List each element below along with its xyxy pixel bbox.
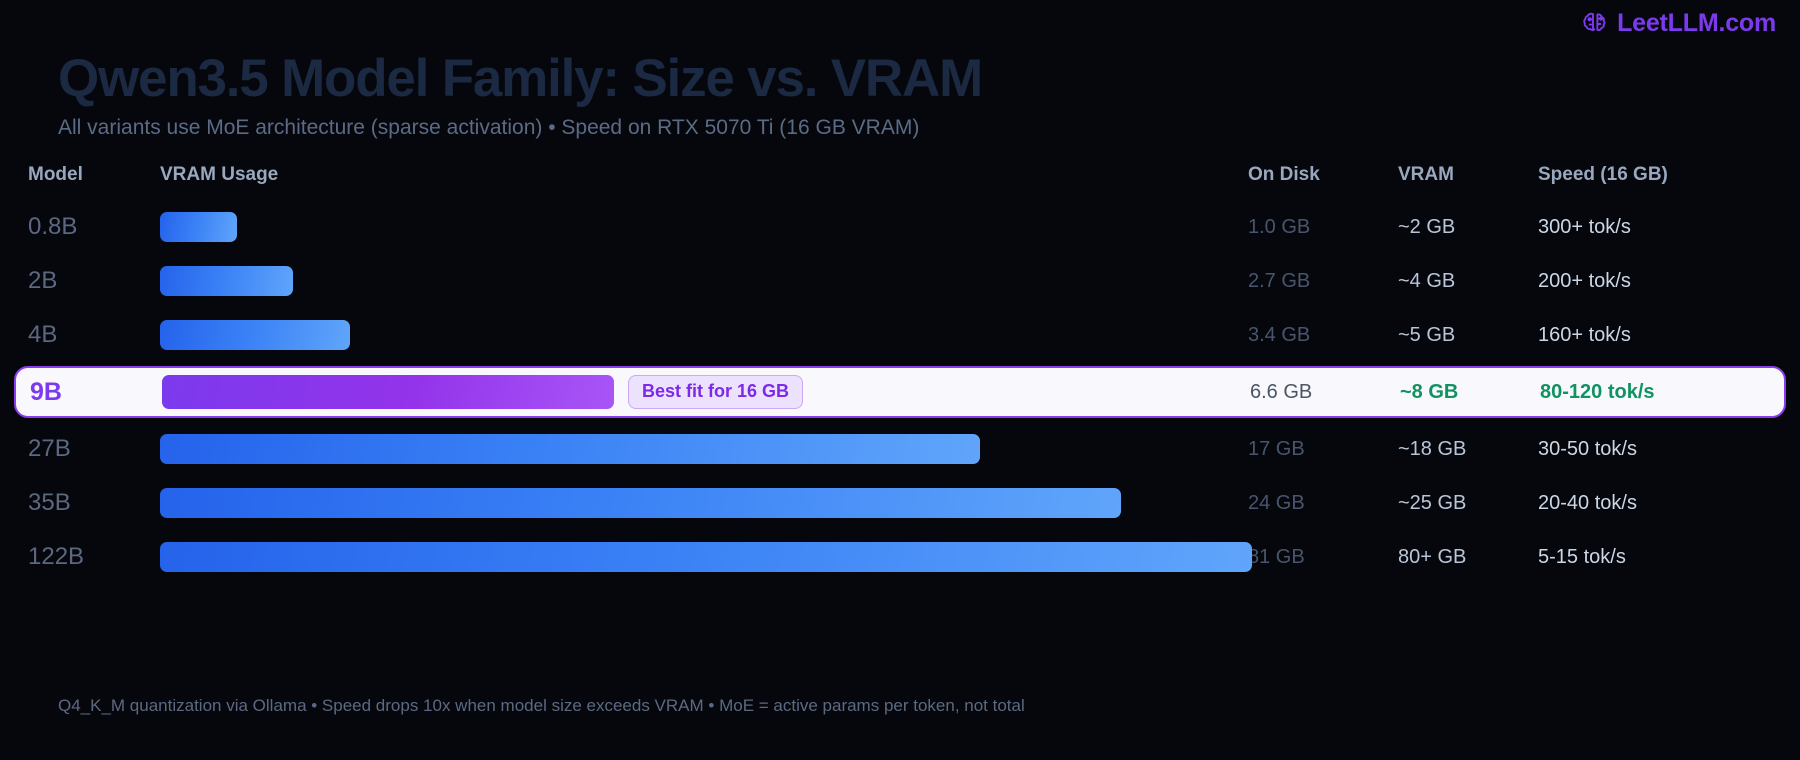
model-name: 27B bbox=[28, 435, 71, 462]
brain-circuit-icon bbox=[1582, 10, 1608, 36]
on-disk-value: 3.4 GB bbox=[1248, 324, 1311, 346]
model-comparison-table: Model VRAM Usage On Disk VRAM Speed (16 … bbox=[0, 156, 1800, 580]
table-row[interactable]: 27B 17 GB ~18 GB 30-50 tok/s bbox=[0, 426, 1800, 472]
cell-on-disk: 17 GB bbox=[1248, 426, 1388, 472]
model-name: 9B bbox=[30, 377, 62, 406]
cell-model: 27B bbox=[28, 435, 138, 463]
on-disk-value: 2.7 GB bbox=[1248, 270, 1311, 292]
brand-logo[interactable]: LeetLLM.com bbox=[1582, 10, 1776, 36]
speed-value: 30-50 tok/s bbox=[1538, 438, 1637, 460]
table-row[interactable]: 9B Best fit for 16 GB 6.6 GB ~8 GB 80-120 to… bbox=[14, 366, 1786, 418]
cell-model: 35B bbox=[28, 489, 138, 517]
cell-vram: ~8 GB bbox=[1400, 369, 1530, 415]
on-disk-value: 81 GB bbox=[1248, 546, 1305, 568]
model-name: 35B bbox=[28, 489, 71, 516]
vram-bar bbox=[160, 266, 293, 296]
on-disk-value: 1.0 GB bbox=[1248, 216, 1311, 238]
table-row[interactable]: 0.8B 1.0 GB ~2 GB 300+ tok/s bbox=[0, 204, 1800, 250]
column-header-model: Model bbox=[28, 164, 83, 185]
column-header-vram-usage: VRAM Usage bbox=[160, 164, 279, 185]
cell-on-disk: 1.0 GB bbox=[1248, 204, 1388, 250]
footnote: Q4_K_M quantization via Ollama • Speed d… bbox=[58, 696, 1025, 715]
cell-on-disk: 81 GB bbox=[1248, 534, 1388, 580]
cell-model: 122B bbox=[28, 543, 138, 571]
cell-speed: 300+ tok/s bbox=[1538, 204, 1788, 250]
vram-bar bbox=[162, 375, 614, 409]
cell-vram: ~2 GB bbox=[1398, 204, 1528, 250]
speed-value: 200+ tok/s bbox=[1538, 270, 1631, 292]
on-disk-value: 24 GB bbox=[1248, 492, 1305, 514]
model-name: 0.8B bbox=[28, 213, 78, 240]
vram-value: 80+ GB bbox=[1398, 546, 1467, 568]
vram-value: ~5 GB bbox=[1398, 324, 1456, 346]
table-header-row: Model VRAM Usage On Disk VRAM Speed (16 … bbox=[0, 156, 1800, 194]
vram-value: ~2 GB bbox=[1398, 216, 1456, 238]
cell-vram-bar bbox=[160, 534, 1800, 580]
cell-vram: ~25 GB bbox=[1398, 480, 1528, 526]
cell-model: 9B bbox=[30, 378, 140, 407]
cell-vram-bar bbox=[160, 258, 1800, 304]
speed-value: 20-40 tok/s bbox=[1538, 492, 1637, 514]
model-name: 4B bbox=[28, 321, 58, 348]
cell-on-disk: 2.7 GB bbox=[1248, 258, 1388, 304]
cell-on-disk: 24 GB bbox=[1248, 480, 1388, 526]
cell-speed: 160+ tok/s bbox=[1538, 312, 1788, 358]
cell-vram-bar bbox=[160, 426, 1800, 472]
cell-vram-bar bbox=[160, 204, 1800, 250]
cell-model: 2B bbox=[28, 267, 138, 295]
vram-value: ~25 GB bbox=[1398, 492, 1467, 514]
cell-vram: 80+ GB bbox=[1398, 534, 1528, 580]
on-disk-value: 17 GB bbox=[1248, 438, 1305, 460]
vram-value: ~18 GB bbox=[1398, 438, 1467, 460]
column-header-on-disk: On Disk bbox=[1248, 164, 1320, 185]
table-row[interactable]: 35B 24 GB ~25 GB 20-40 tok/s bbox=[0, 480, 1800, 526]
cell-vram: ~5 GB bbox=[1398, 312, 1528, 358]
table-row[interactable]: 4B 3.4 GB ~5 GB 160+ tok/s bbox=[0, 312, 1800, 358]
vram-bar bbox=[160, 212, 237, 242]
speed-value: 80-120 tok/s bbox=[1540, 381, 1655, 403]
cell-speed: 20-40 tok/s bbox=[1538, 480, 1788, 526]
page-title: Qwen3.5 Model Family: Size vs. VRAM bbox=[58, 49, 983, 108]
model-name: 122B bbox=[28, 543, 85, 570]
speed-value: 160+ tok/s bbox=[1538, 324, 1631, 346]
table-row[interactable]: 122B 81 GB 80+ GB 5-15 tok/s bbox=[0, 534, 1800, 580]
on-disk-value: 6.6 GB bbox=[1250, 381, 1313, 403]
speed-value: 5-15 tok/s bbox=[1538, 546, 1626, 568]
vram-bar bbox=[160, 542, 1252, 572]
page-subtitle: All variants use MoE architecture (spars… bbox=[58, 116, 920, 139]
cell-vram: ~18 GB bbox=[1398, 426, 1528, 472]
vram-bar bbox=[160, 488, 1121, 518]
cell-speed: 30-50 tok/s bbox=[1538, 426, 1788, 472]
cell-speed: 200+ tok/s bbox=[1538, 258, 1788, 304]
column-header-speed: Speed (16 GB) bbox=[1538, 164, 1668, 185]
cell-vram-bar bbox=[160, 480, 1800, 526]
cell-model: 4B bbox=[28, 321, 138, 349]
cell-on-disk: 6.6 GB bbox=[1250, 369, 1390, 415]
cell-speed: 80-120 tok/s bbox=[1540, 369, 1790, 415]
vram-bar bbox=[160, 434, 980, 464]
best-fit-badge: Best fit for 16 GB bbox=[628, 375, 804, 409]
vram-bar bbox=[160, 320, 350, 350]
cell-model: 0.8B bbox=[28, 213, 138, 241]
vram-value: ~4 GB bbox=[1398, 270, 1456, 292]
cell-speed: 5-15 tok/s bbox=[1538, 534, 1788, 580]
cell-vram-bar: Best fit for 16 GB bbox=[162, 368, 1784, 416]
model-name: 2B bbox=[28, 267, 58, 294]
vram-value: ~8 GB bbox=[1400, 381, 1459, 403]
cell-vram: ~4 GB bbox=[1398, 258, 1528, 304]
speed-value: 300+ tok/s bbox=[1538, 216, 1631, 238]
cell-vram-bar bbox=[160, 312, 1800, 358]
brand-name: LeetLLM.com bbox=[1617, 9, 1776, 37]
table-row[interactable]: 2B 2.7 GB ~4 GB 200+ tok/s bbox=[0, 258, 1800, 304]
cell-on-disk: 3.4 GB bbox=[1248, 312, 1388, 358]
column-header-vram: VRAM bbox=[1398, 164, 1454, 185]
